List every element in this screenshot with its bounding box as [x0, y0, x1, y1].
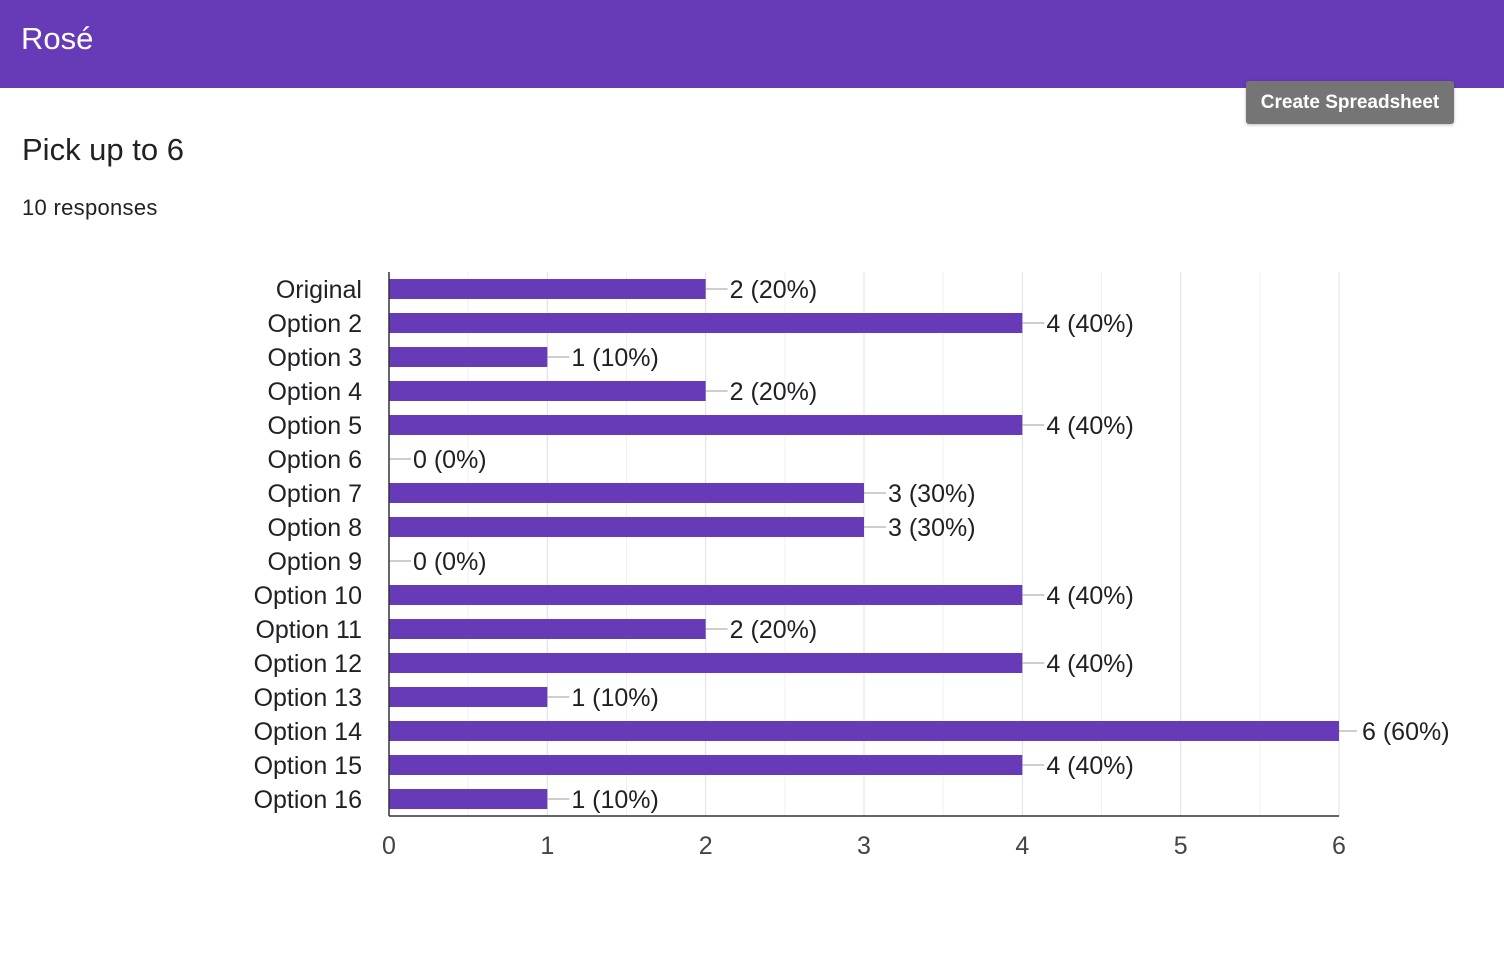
- x-tick-label: 5: [1174, 832, 1188, 860]
- category-label: Option 16: [254, 786, 362, 814]
- data-label: 4 (40%): [1046, 310, 1134, 338]
- data-label: 4 (40%): [1046, 752, 1134, 780]
- data-label: 1 (10%): [571, 344, 659, 372]
- category-label: Option 11: [255, 616, 362, 644]
- data-label: 1 (10%): [571, 684, 659, 712]
- data-label: 4 (40%): [1046, 412, 1134, 440]
- x-tick-label: 2: [699, 832, 713, 860]
- bar: [389, 653, 1023, 673]
- data-label: 3 (30%): [888, 480, 976, 508]
- category-label: Option 13: [254, 684, 362, 712]
- bar: [389, 381, 706, 401]
- category-label: Option 5: [267, 412, 362, 440]
- bar: [389, 789, 548, 809]
- bar: [389, 687, 548, 707]
- app-header: Rosé: [0, 0, 1504, 88]
- category-label: Option 6: [267, 446, 362, 474]
- bar: [389, 347, 548, 367]
- data-label: 0 (0%): [413, 548, 487, 576]
- x-tick-label: 3: [857, 832, 871, 860]
- bar: [389, 517, 864, 537]
- x-tick-label: 6: [1332, 832, 1346, 860]
- bar: [389, 619, 706, 639]
- data-label: 0 (0%): [413, 446, 487, 474]
- data-label: 3 (30%): [888, 514, 976, 542]
- create-spreadsheet-button[interactable]: Create Spreadsheet: [1246, 81, 1454, 124]
- data-label: 1 (10%): [571, 786, 659, 814]
- x-tick-label: 1: [540, 832, 554, 860]
- data-label: 2 (20%): [730, 616, 818, 644]
- category-label: Original: [276, 276, 362, 304]
- category-label: Option 15: [254, 752, 362, 780]
- bar: [389, 313, 1023, 333]
- form-title: Rosé: [21, 21, 94, 56]
- x-tick-label: 4: [1015, 832, 1029, 860]
- data-label: 2 (20%): [730, 276, 818, 304]
- data-label: 4 (40%): [1046, 582, 1134, 610]
- category-label: Option 2: [267, 310, 362, 338]
- response-count: 10 responses: [22, 195, 158, 220]
- bar: [389, 415, 1023, 435]
- bar: [389, 585, 1023, 605]
- question-title: Pick up to 6: [22, 132, 184, 167]
- category-label: Option 4: [267, 378, 362, 406]
- data-label: 4 (40%): [1046, 650, 1134, 678]
- bar: [389, 483, 864, 503]
- category-label: Option 9: [267, 548, 362, 576]
- bar: [389, 721, 1339, 741]
- bar: [389, 755, 1023, 775]
- data-label: 6 (60%): [1362, 718, 1450, 746]
- category-label: Option 8: [267, 514, 362, 542]
- category-label: Option 12: [254, 650, 362, 678]
- bar: [389, 279, 706, 299]
- data-label: 2 (20%): [730, 378, 818, 406]
- category-label: Option 7: [267, 480, 362, 508]
- category-label: Option 10: [254, 582, 362, 610]
- x-tick-label: 0: [382, 832, 396, 860]
- category-label: Option 3: [267, 344, 362, 372]
- category-label: Option 14: [254, 718, 363, 746]
